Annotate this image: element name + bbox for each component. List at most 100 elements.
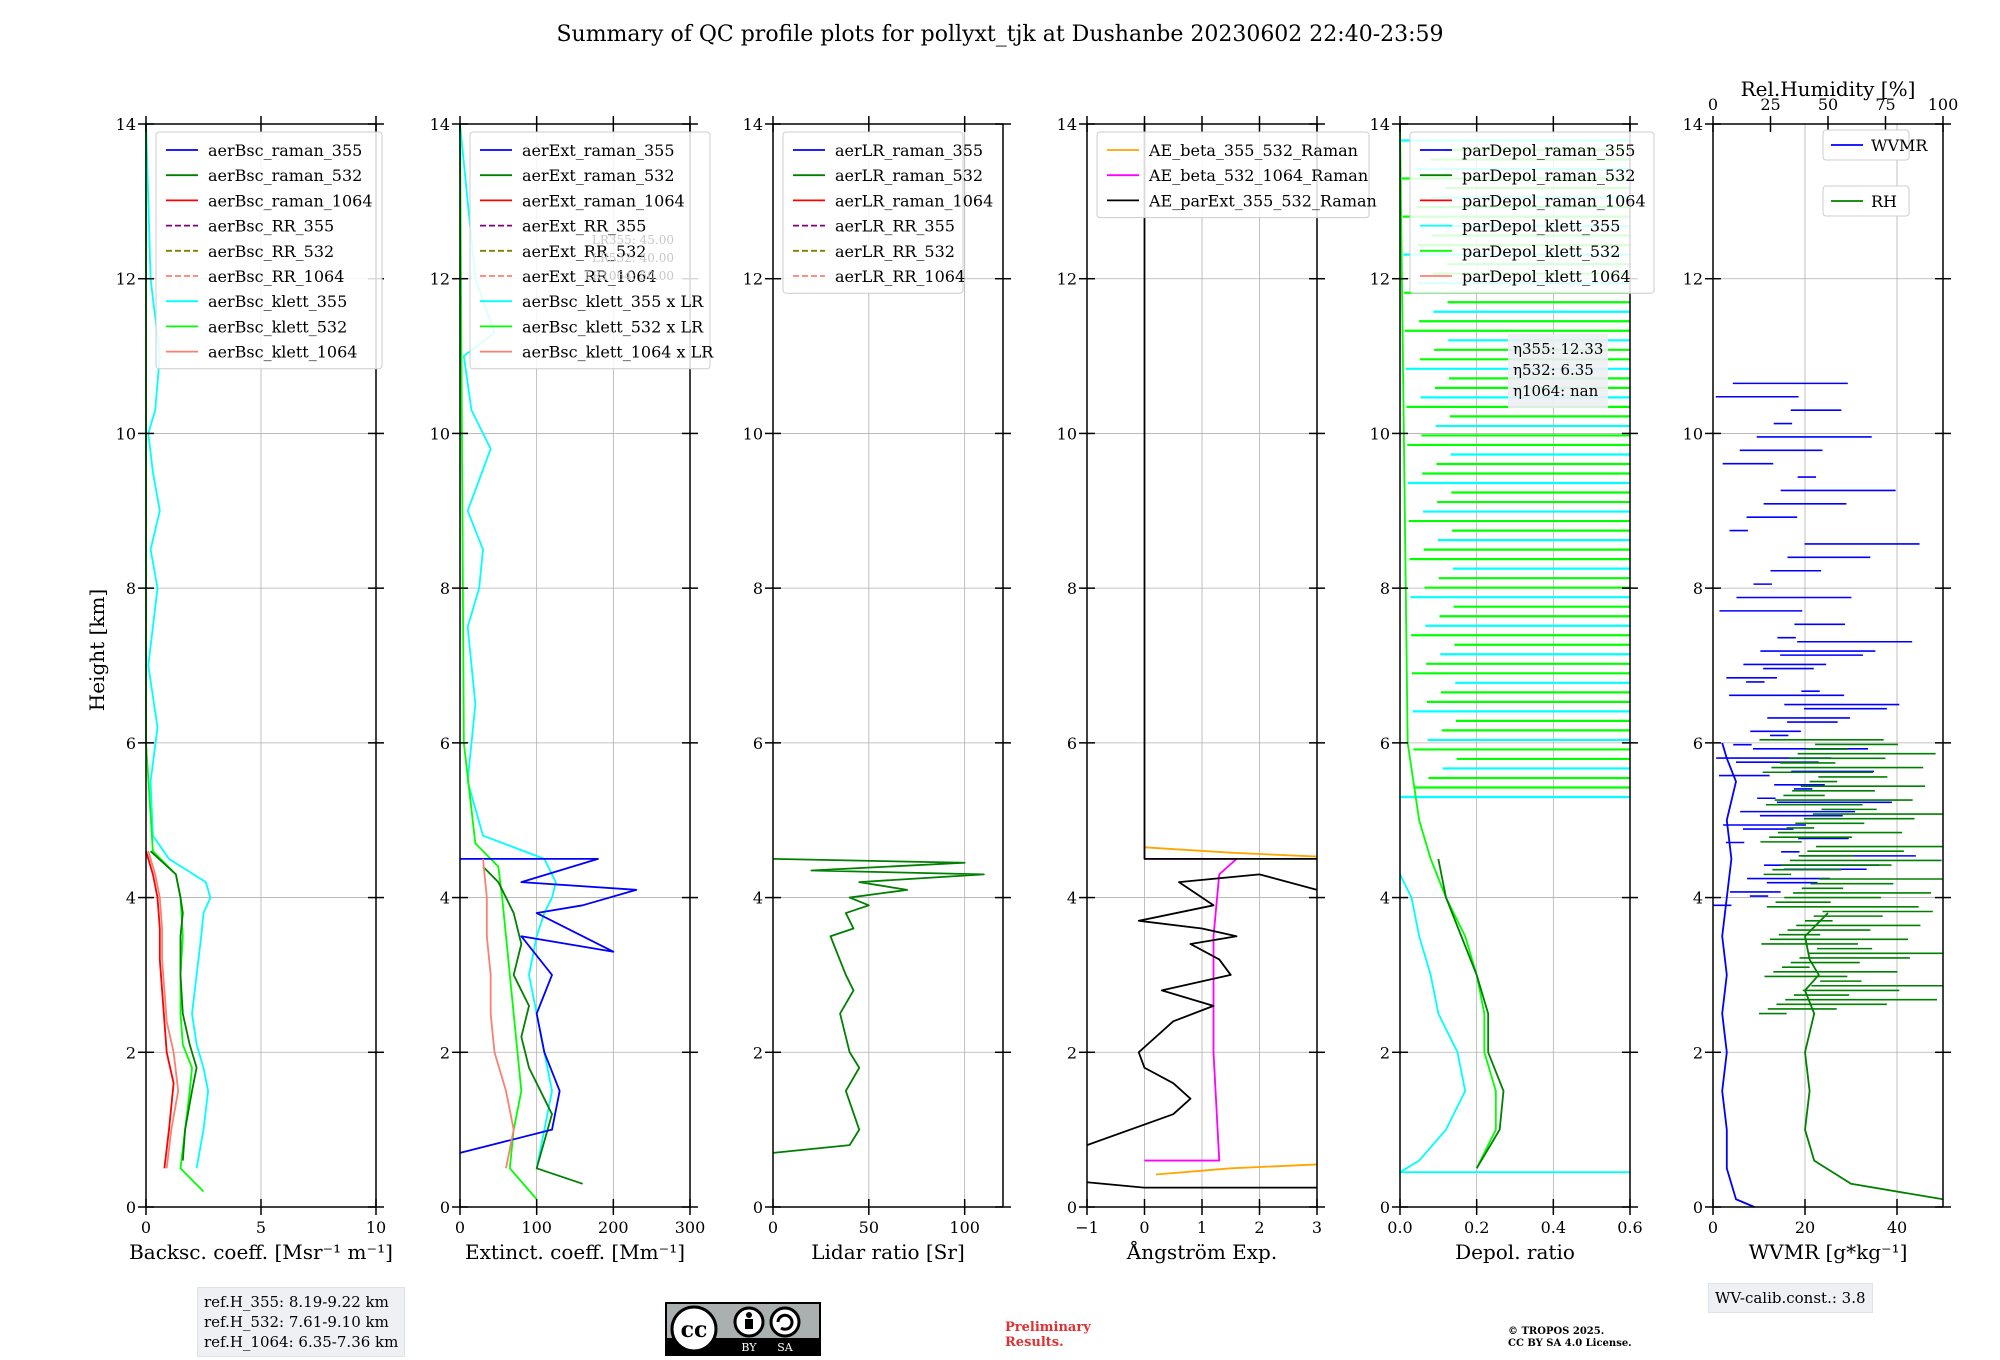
legend-label: parDepol_raman_532 bbox=[1462, 166, 1635, 185]
y-tick-label: 0 bbox=[1067, 1198, 1077, 1217]
y-tick-label: 10 bbox=[116, 424, 136, 443]
y-tick-label: 2 bbox=[753, 1043, 763, 1062]
y-tick-label: 0 bbox=[1380, 1198, 1390, 1217]
series-aerExt_raman_355 bbox=[459, 857, 638, 1154]
y-tick-label: 2 bbox=[1067, 1043, 1077, 1062]
y-tick-label: 0 bbox=[440, 1198, 450, 1217]
series-aerBsc_raman_1064 bbox=[145, 850, 175, 1169]
y-tick-label: 8 bbox=[1693, 579, 1703, 598]
x2-tick-label: 75 bbox=[1875, 95, 1895, 114]
shared-y-axis-label: Height [km] bbox=[85, 589, 109, 711]
y-tick-label: 2 bbox=[126, 1043, 136, 1062]
cc-sa-label: SA bbox=[777, 1341, 794, 1354]
x-tick-label: 0.2 bbox=[1464, 1218, 1489, 1237]
legend-label: aerBsc_RR_355 bbox=[208, 217, 334, 236]
lidar-ratio-label: LR1064: 50.00 bbox=[584, 269, 674, 283]
cc-license-badge: cc BY SA bbox=[665, 1302, 821, 1356]
legend-frame bbox=[1822, 129, 1910, 161]
copyright-note: © TROPOS 2025. CC BY SA 4.0 License. bbox=[1508, 1326, 1632, 1350]
ref-height-1064: ref.H_1064: 6.35-7.36 km bbox=[204, 1333, 399, 1351]
legend-label: aerLR_raman_1064 bbox=[835, 191, 993, 210]
y-tick-label: 8 bbox=[126, 579, 136, 598]
x-tick-label: 200 bbox=[598, 1218, 629, 1237]
legend-label: aerExt_raman_355 bbox=[522, 141, 675, 160]
x-tick-label: 50 bbox=[859, 1218, 879, 1237]
legend-WVMR: WVMR bbox=[1822, 129, 1928, 161]
y-tick-label: 10 bbox=[1370, 424, 1390, 443]
legend-label: parDepol_klett_532 bbox=[1462, 242, 1620, 261]
x-tick-label: 0.6 bbox=[1617, 1218, 1642, 1237]
x-tick-label: −1 bbox=[1075, 1218, 1099, 1237]
legend-frame bbox=[1822, 185, 1910, 217]
y-tick-label: 14 bbox=[1057, 115, 1077, 134]
series-parDepol_raman_532 bbox=[1437, 858, 1505, 1169]
y-tick-label: 12 bbox=[1370, 270, 1390, 289]
legend-label: AE_beta_532_1064_Raman bbox=[1148, 166, 1368, 185]
legend-label: aerBsc_RR_1064 bbox=[208, 267, 344, 286]
x2-tick-label: 100 bbox=[1928, 95, 1959, 114]
series-parDepol_klett_355 bbox=[1399, 873, 1630, 1174]
preliminary-line-2: Results. bbox=[1005, 1335, 1064, 1350]
y-tick-label: 4 bbox=[126, 889, 136, 908]
preliminary-note: Preliminary Results. bbox=[1005, 1320, 1091, 1350]
series-WVMR bbox=[1721, 742, 1755, 1208]
x2-tick-label: 25 bbox=[1760, 95, 1780, 114]
legend-label: aerExt_RR_355 bbox=[522, 217, 646, 236]
legend: AE_beta_355_532_Raman AE_beta_532_1064_Ra… bbox=[1096, 131, 1377, 219]
legend-label: aerLR_RR_532 bbox=[835, 242, 955, 261]
y-tick-label: 2 bbox=[440, 1043, 450, 1062]
legend-label: aerLR_raman_532 bbox=[835, 166, 983, 185]
eta-label: η1064: nan bbox=[1513, 382, 1599, 400]
legend: aerBsc_raman_355 aerBsc_raman_532 aerBsc_r… bbox=[155, 131, 383, 370]
panel-lidar_ratio: 0 2 4 6 8 10 12 14 0 50 100 Lidar ratio [Sr] aerLR_r… bbox=[743, 115, 1011, 1264]
x-tick-label: 0 bbox=[768, 1218, 778, 1237]
y-tick-label: 12 bbox=[430, 270, 450, 289]
series-aerLR_raman_532 bbox=[772, 857, 985, 1154]
copyright-line-1: © TROPOS 2025. bbox=[1508, 1326, 1605, 1337]
y-tick-label: 14 bbox=[1683, 115, 1703, 134]
x-tick-label: 10 bbox=[366, 1218, 386, 1237]
series-aerBsc_klett_1064_x_LR bbox=[482, 858, 515, 1169]
cc-by-label: BY bbox=[741, 1341, 757, 1354]
legend-label: aerBsc_klett_355 x LR bbox=[522, 292, 704, 311]
x-tick-label: 1 bbox=[1197, 1218, 1207, 1237]
legend-label: AE_beta_355_532_Raman bbox=[1148, 141, 1358, 160]
series-aerBsc_klett_355 bbox=[145, 123, 212, 1169]
cc-by-sa-icon: cc BY SA bbox=[667, 1305, 819, 1354]
y-tick-label: 14 bbox=[1370, 115, 1390, 134]
legend-label: parDepol_klett_355 bbox=[1462, 217, 1620, 236]
legend: aerLR_raman_355 aerLR_raman_532 aerLR_rama… bbox=[782, 131, 993, 294]
series-RH bbox=[1804, 912, 1944, 1201]
y-tick-label: 12 bbox=[743, 270, 763, 289]
x-tick-label: 0 bbox=[1708, 1218, 1718, 1237]
series-AE_beta_355_532_Raman bbox=[1155, 1163, 1318, 1176]
y-tick-label: 14 bbox=[116, 115, 136, 134]
x-tick-label: 100 bbox=[521, 1218, 552, 1237]
series-aerBsc_raman_532 bbox=[149, 850, 198, 1161]
legend-label: aerBsc_klett_532 bbox=[208, 317, 347, 336]
legend-frame bbox=[1096, 131, 1370, 219]
wv-calib-text: WV-calib.const.: 3.8 bbox=[1715, 1289, 1866, 1307]
legend-label: aerExt_RR_532 bbox=[522, 242, 646, 261]
y-tick-label: 0 bbox=[1693, 1198, 1703, 1217]
series-AE_beta_355_532_Raman__upper_ bbox=[1144, 846, 1318, 858]
y-tick-label: 4 bbox=[1380, 889, 1390, 908]
y-tick-label: 2 bbox=[1693, 1043, 1703, 1062]
y-tick-label: 4 bbox=[753, 889, 763, 908]
y-tick-label: 6 bbox=[1380, 734, 1390, 753]
y-tick-label: 6 bbox=[753, 734, 763, 753]
panel-depol: 0 2 4 6 8 10 12 14 0.0 0.2 0.4 0.6 Depol. ratio parDe… bbox=[1370, 115, 1655, 1264]
x2-axis-label: Rel.Humidity [%] bbox=[1741, 77, 1916, 101]
legend-label: parDepol_klett_1064 bbox=[1462, 267, 1631, 286]
legend: aerExt_raman_355 aerExt_raman_532 aerExt_r… bbox=[469, 131, 714, 370]
y-tick-label: 0 bbox=[753, 1198, 763, 1217]
y-tick-label: 10 bbox=[1683, 424, 1703, 443]
series-parDepol_klett_532 bbox=[1399, 123, 1497, 1169]
series-AE_parExt_355_532_Raman bbox=[1086, 873, 1318, 1146]
x-axis-label: WVMR [g*kg⁻¹] bbox=[1749, 1240, 1908, 1264]
legend-frame bbox=[782, 131, 964, 294]
y-tick-label: 4 bbox=[1693, 889, 1703, 908]
x-tick-label: 0.0 bbox=[1387, 1218, 1412, 1237]
x-tick-label: 40 bbox=[1887, 1218, 1907, 1237]
